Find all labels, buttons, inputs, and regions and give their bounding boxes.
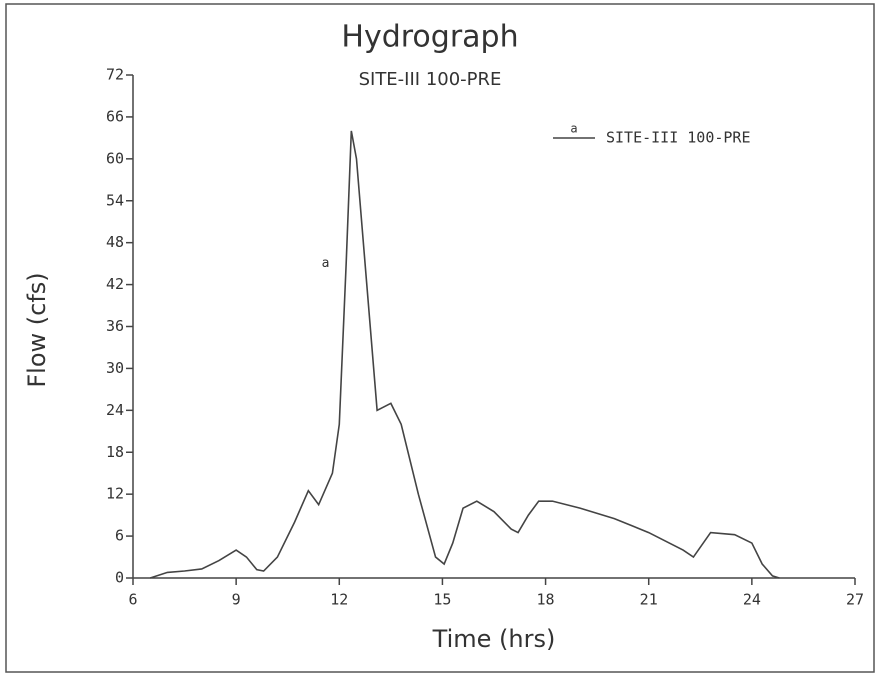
chart-title: Hydrograph [341, 20, 518, 55]
y-tick-label: 18 [106, 443, 124, 461]
x-tick-label: 18 [537, 591, 555, 609]
y-tick-label: 30 [106, 359, 124, 377]
y-tick-label: 48 [106, 233, 124, 251]
y-tick-label: 54 [106, 191, 124, 209]
x-tick-label: 9 [232, 591, 241, 609]
x-axis-label: Time (hrs) [432, 625, 556, 653]
y-axis-label: Flow (cfs) [23, 272, 51, 387]
y-tick-label: 0 [115, 569, 124, 587]
legend-label: SITE-III 100-PRE [606, 129, 751, 147]
x-tick-label: 21 [640, 591, 658, 609]
y-tick-label: 24 [106, 401, 124, 419]
x-tick-label: 15 [433, 591, 451, 609]
y-tick-label: 42 [106, 275, 124, 293]
y-tick-label: 66 [106, 107, 124, 125]
y-tick-label: 60 [106, 149, 124, 167]
chart-subtitle: SITE-III 100-PRE [359, 69, 502, 90]
x-tick-label: 27 [846, 591, 864, 609]
frame [5, 3, 875, 673]
y-tick-label: 6 [115, 527, 124, 545]
legend-marker: a [570, 122, 577, 136]
y-tick-label: 36 [106, 317, 124, 335]
x-tick-label: 24 [743, 591, 761, 609]
series-line [149, 130, 780, 579]
y-tick-label: 72 [106, 66, 124, 84]
y-tick-label: 12 [106, 485, 124, 503]
x-tick-label: 12 [330, 591, 348, 609]
x-tick-label: 6 [128, 591, 137, 609]
series-marker: a [322, 256, 330, 271]
